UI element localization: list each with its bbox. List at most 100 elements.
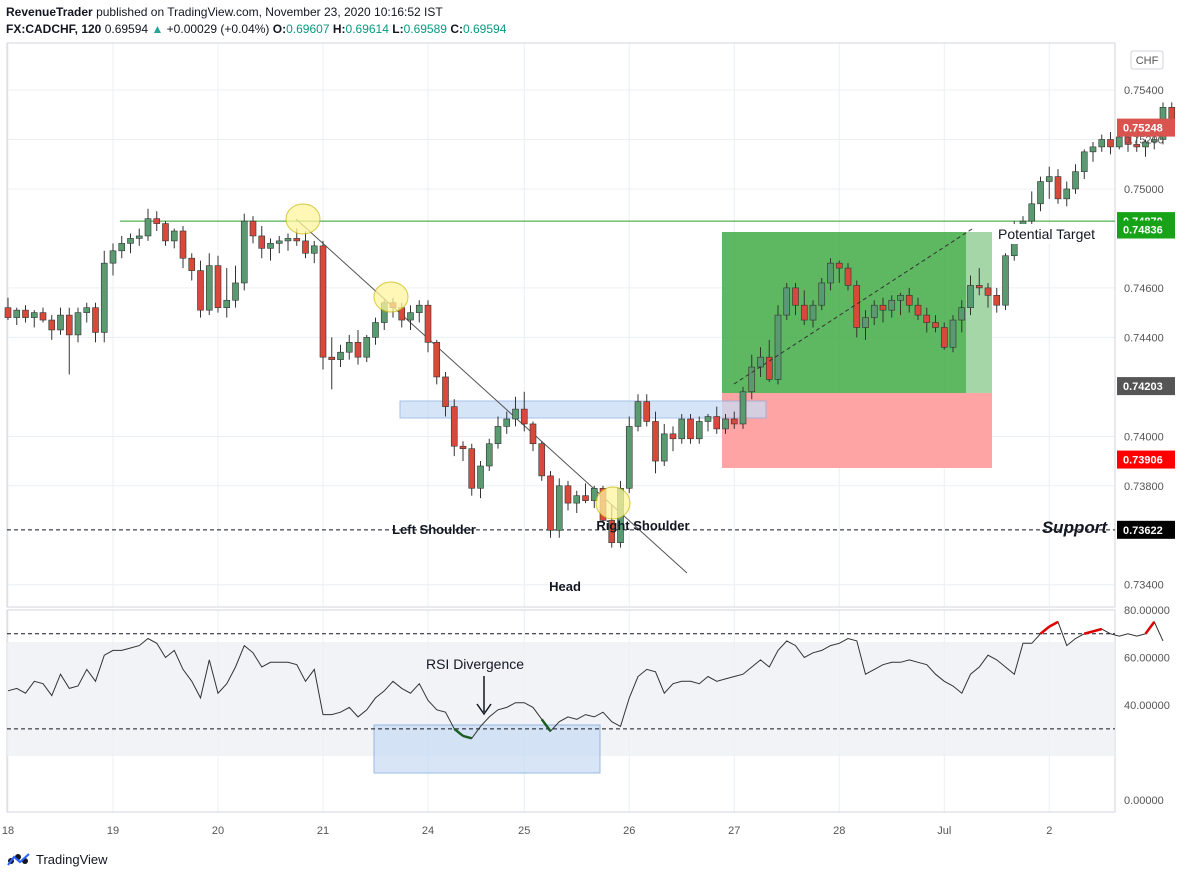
candle-body <box>809 304 817 321</box>
candle-body <box>13 309 21 318</box>
price-tick: 0.73800 <box>1124 481 1164 493</box>
candle-body <box>65 314 73 336</box>
price-pane <box>6 42 1116 608</box>
candle-body <box>529 423 537 445</box>
candle-body <box>1054 176 1062 200</box>
candle-body <box>984 287 992 296</box>
candle-body <box>870 304 878 318</box>
price-axis[interactable]: 0.75400 0.75200 0.75000 0.74600 0.74400 0.740… <box>1124 85 1164 592</box>
price-badge-label: 0.74203 <box>1123 381 1163 393</box>
rsi-overbought-segment <box>1039 625 1051 635</box>
rsi-tick: 40.00000 <box>1124 700 1170 712</box>
candle-body <box>92 307 99 333</box>
rsi-overbought-segment <box>1144 621 1156 635</box>
neckline-zone[interactable] <box>399 400 767 419</box>
candle-body <box>1072 171 1079 190</box>
candle-body <box>1028 203 1036 222</box>
candles <box>4 102 1176 548</box>
candle-body <box>232 282 239 301</box>
time-tick: 2 <box>1046 825 1052 837</box>
rsi-oversold-segment <box>462 734 473 740</box>
candle-body <box>284 238 292 242</box>
candle-body <box>739 391 747 425</box>
time-tick: 25 <box>518 825 530 837</box>
time-tick: 21 <box>317 825 329 837</box>
rsi-overbought-segment <box>1083 630 1094 635</box>
candle-body <box>48 319 56 331</box>
candle-body <box>975 285 983 289</box>
candle-body <box>188 257 196 271</box>
candle-body <box>267 243 274 249</box>
candle-body <box>109 250 117 264</box>
candle-body <box>949 319 957 348</box>
candle-body <box>844 267 852 286</box>
candle-body <box>415 304 423 313</box>
candle-body <box>135 235 143 239</box>
candle-body <box>564 485 572 504</box>
candle-body <box>337 351 344 360</box>
candle-body <box>818 282 826 306</box>
price-tick: 0.74400 <box>1124 332 1164 344</box>
price-badges: 0.752480.748700.748360.742030.739060.736… <box>1117 118 1175 539</box>
price-tick: 0.75400 <box>1124 85 1164 97</box>
tradingview-logo-icon <box>7 853 30 866</box>
candle-body <box>608 520 616 543</box>
projection-line[interactable] <box>733 228 973 385</box>
candle-body <box>520 408 528 425</box>
candle-body <box>293 238 301 242</box>
candle-body <box>118 243 126 252</box>
symbol-line: FX:CADCHF, 120 0.69594 ▲ +0.00029 (+0.04… <box>6 22 506 36</box>
candle-body <box>792 287 799 306</box>
rsi-divergence-label: RSI Divergence <box>426 656 524 672</box>
open-label: O: <box>272 22 287 36</box>
stop-zone[interactable] <box>722 393 992 468</box>
time-axis[interactable]: 18 19 20 21 24 25 26 27 28 Jul 2 <box>2 825 1052 837</box>
candle-body <box>485 443 493 467</box>
brand-name[interactable]: TradingView <box>36 851 108 867</box>
candle-body <box>1080 151 1088 172</box>
candle-body <box>722 418 729 430</box>
currency-label: CHF <box>1136 55 1159 67</box>
target-zone-extension <box>966 232 992 393</box>
candle-body <box>345 342 353 353</box>
rsi-oversold-segment <box>453 727 464 737</box>
candle-body <box>162 223 169 242</box>
candle-body <box>1098 139 1106 148</box>
potential-target-bg <box>994 224 1110 244</box>
last-price: 0.69594 <box>104 22 149 36</box>
publisher-name[interactable]: RevenueTrader <box>6 5 93 19</box>
candle-body <box>442 376 449 407</box>
candle-body <box>765 356 773 380</box>
low-value: 0.69589 <box>403 22 447 36</box>
price-tick: 0.74600 <box>1124 283 1164 295</box>
candle-body <box>424 304 432 343</box>
rsi-overbought-segment <box>1092 627 1103 633</box>
candle-body <box>468 448 476 489</box>
candle-body <box>730 418 738 425</box>
rsi-indicator <box>7 620 1164 740</box>
candle-body <box>923 314 931 323</box>
potential-target-label: Potential Target <box>998 226 1095 242</box>
candle-body <box>433 342 441 378</box>
candle-body <box>643 401 651 422</box>
candle-body <box>258 235 266 249</box>
candle-body <box>450 406 458 447</box>
time-tick: 27 <box>728 825 740 837</box>
price-badge-label: 0.74836 <box>1123 225 1163 237</box>
candle-body <box>319 245 327 358</box>
footer: TradingView <box>6 851 108 867</box>
currency-badge[interactable] <box>1130 50 1164 70</box>
time-tick: 20 <box>212 825 224 837</box>
candle-body <box>144 218 152 237</box>
candle-body <box>888 299 896 311</box>
candle-body <box>153 218 161 224</box>
candle-body <box>660 433 668 462</box>
candle-body <box>223 299 231 308</box>
candle-body <box>57 314 64 331</box>
rsi-oversold-segment <box>540 718 552 732</box>
rsi-divergence-box[interactable] <box>373 724 601 774</box>
right-shoulder-label: Right Shoulder <box>596 518 689 533</box>
rsi-axis[interactable]: 80.00000 60.00000 40.00000 0.00000 <box>1124 605 1170 807</box>
candle-body <box>748 366 756 393</box>
